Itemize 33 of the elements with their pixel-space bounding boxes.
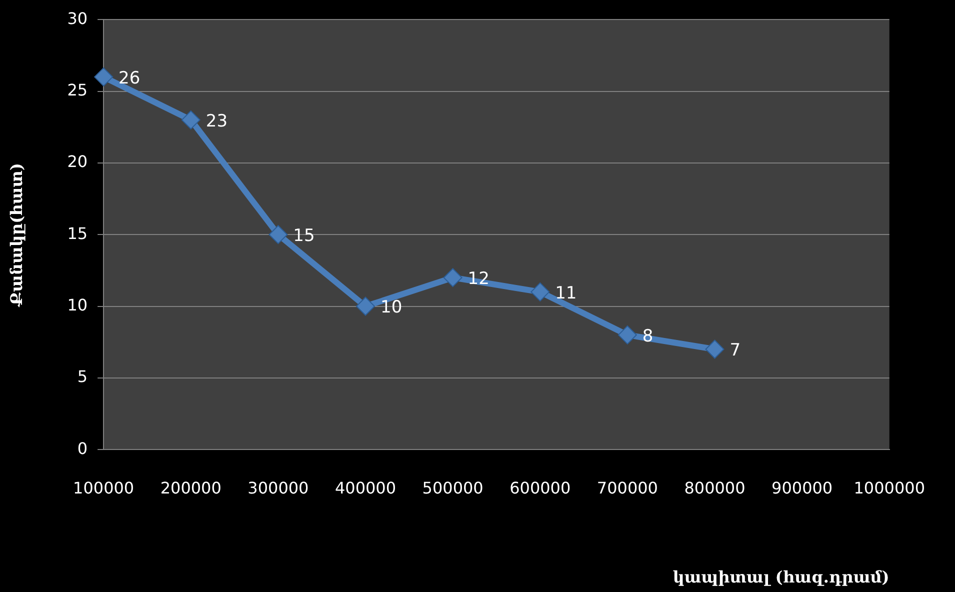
point	[356, 296, 375, 316]
y-tick-label: 10	[67, 295, 88, 314]
x-tick-label: 800000	[684, 478, 746, 498]
y-axis-title: Քանակը(հատ)	[6, 163, 26, 308]
y-tick-label: 25	[67, 80, 88, 100]
point	[443, 268, 462, 288]
point	[268, 225, 288, 244]
x-tick-label: 700000	[596, 478, 658, 498]
y-tick-label: 15	[67, 224, 88, 243]
y-tick-label: 5	[77, 367, 88, 386]
x-tick-label: 400000	[334, 478, 396, 498]
data-label: 7	[730, 340, 741, 361]
x-tick-label: 1000000	[854, 478, 926, 498]
point	[181, 110, 200, 130]
x-tick-label: 300000	[248, 478, 309, 498]
y-tick-label: 30	[67, 8, 88, 28]
x-tick-label: 500000	[422, 478, 484, 498]
point	[618, 325, 637, 344]
x-axis-title: կապիտալ (հազ.դրամ)	[672, 568, 890, 587]
point	[530, 282, 550, 302]
data-label: 11	[555, 283, 577, 304]
x-tick-label: 600000	[510, 478, 571, 498]
x-tick-label: 200000	[160, 478, 222, 498]
data-label: 15	[293, 226, 315, 246]
x-tick-label: 900000	[772, 478, 833, 498]
x-tick-label: 100000	[73, 478, 134, 498]
y-tick-label: 0	[77, 438, 88, 458]
point	[94, 67, 114, 86]
y-tick-label: 20	[67, 152, 88, 172]
data-label: 23	[206, 111, 228, 132]
point	[705, 340, 724, 359]
data-label: 10	[380, 298, 402, 318]
data-label: 26	[118, 68, 140, 88]
